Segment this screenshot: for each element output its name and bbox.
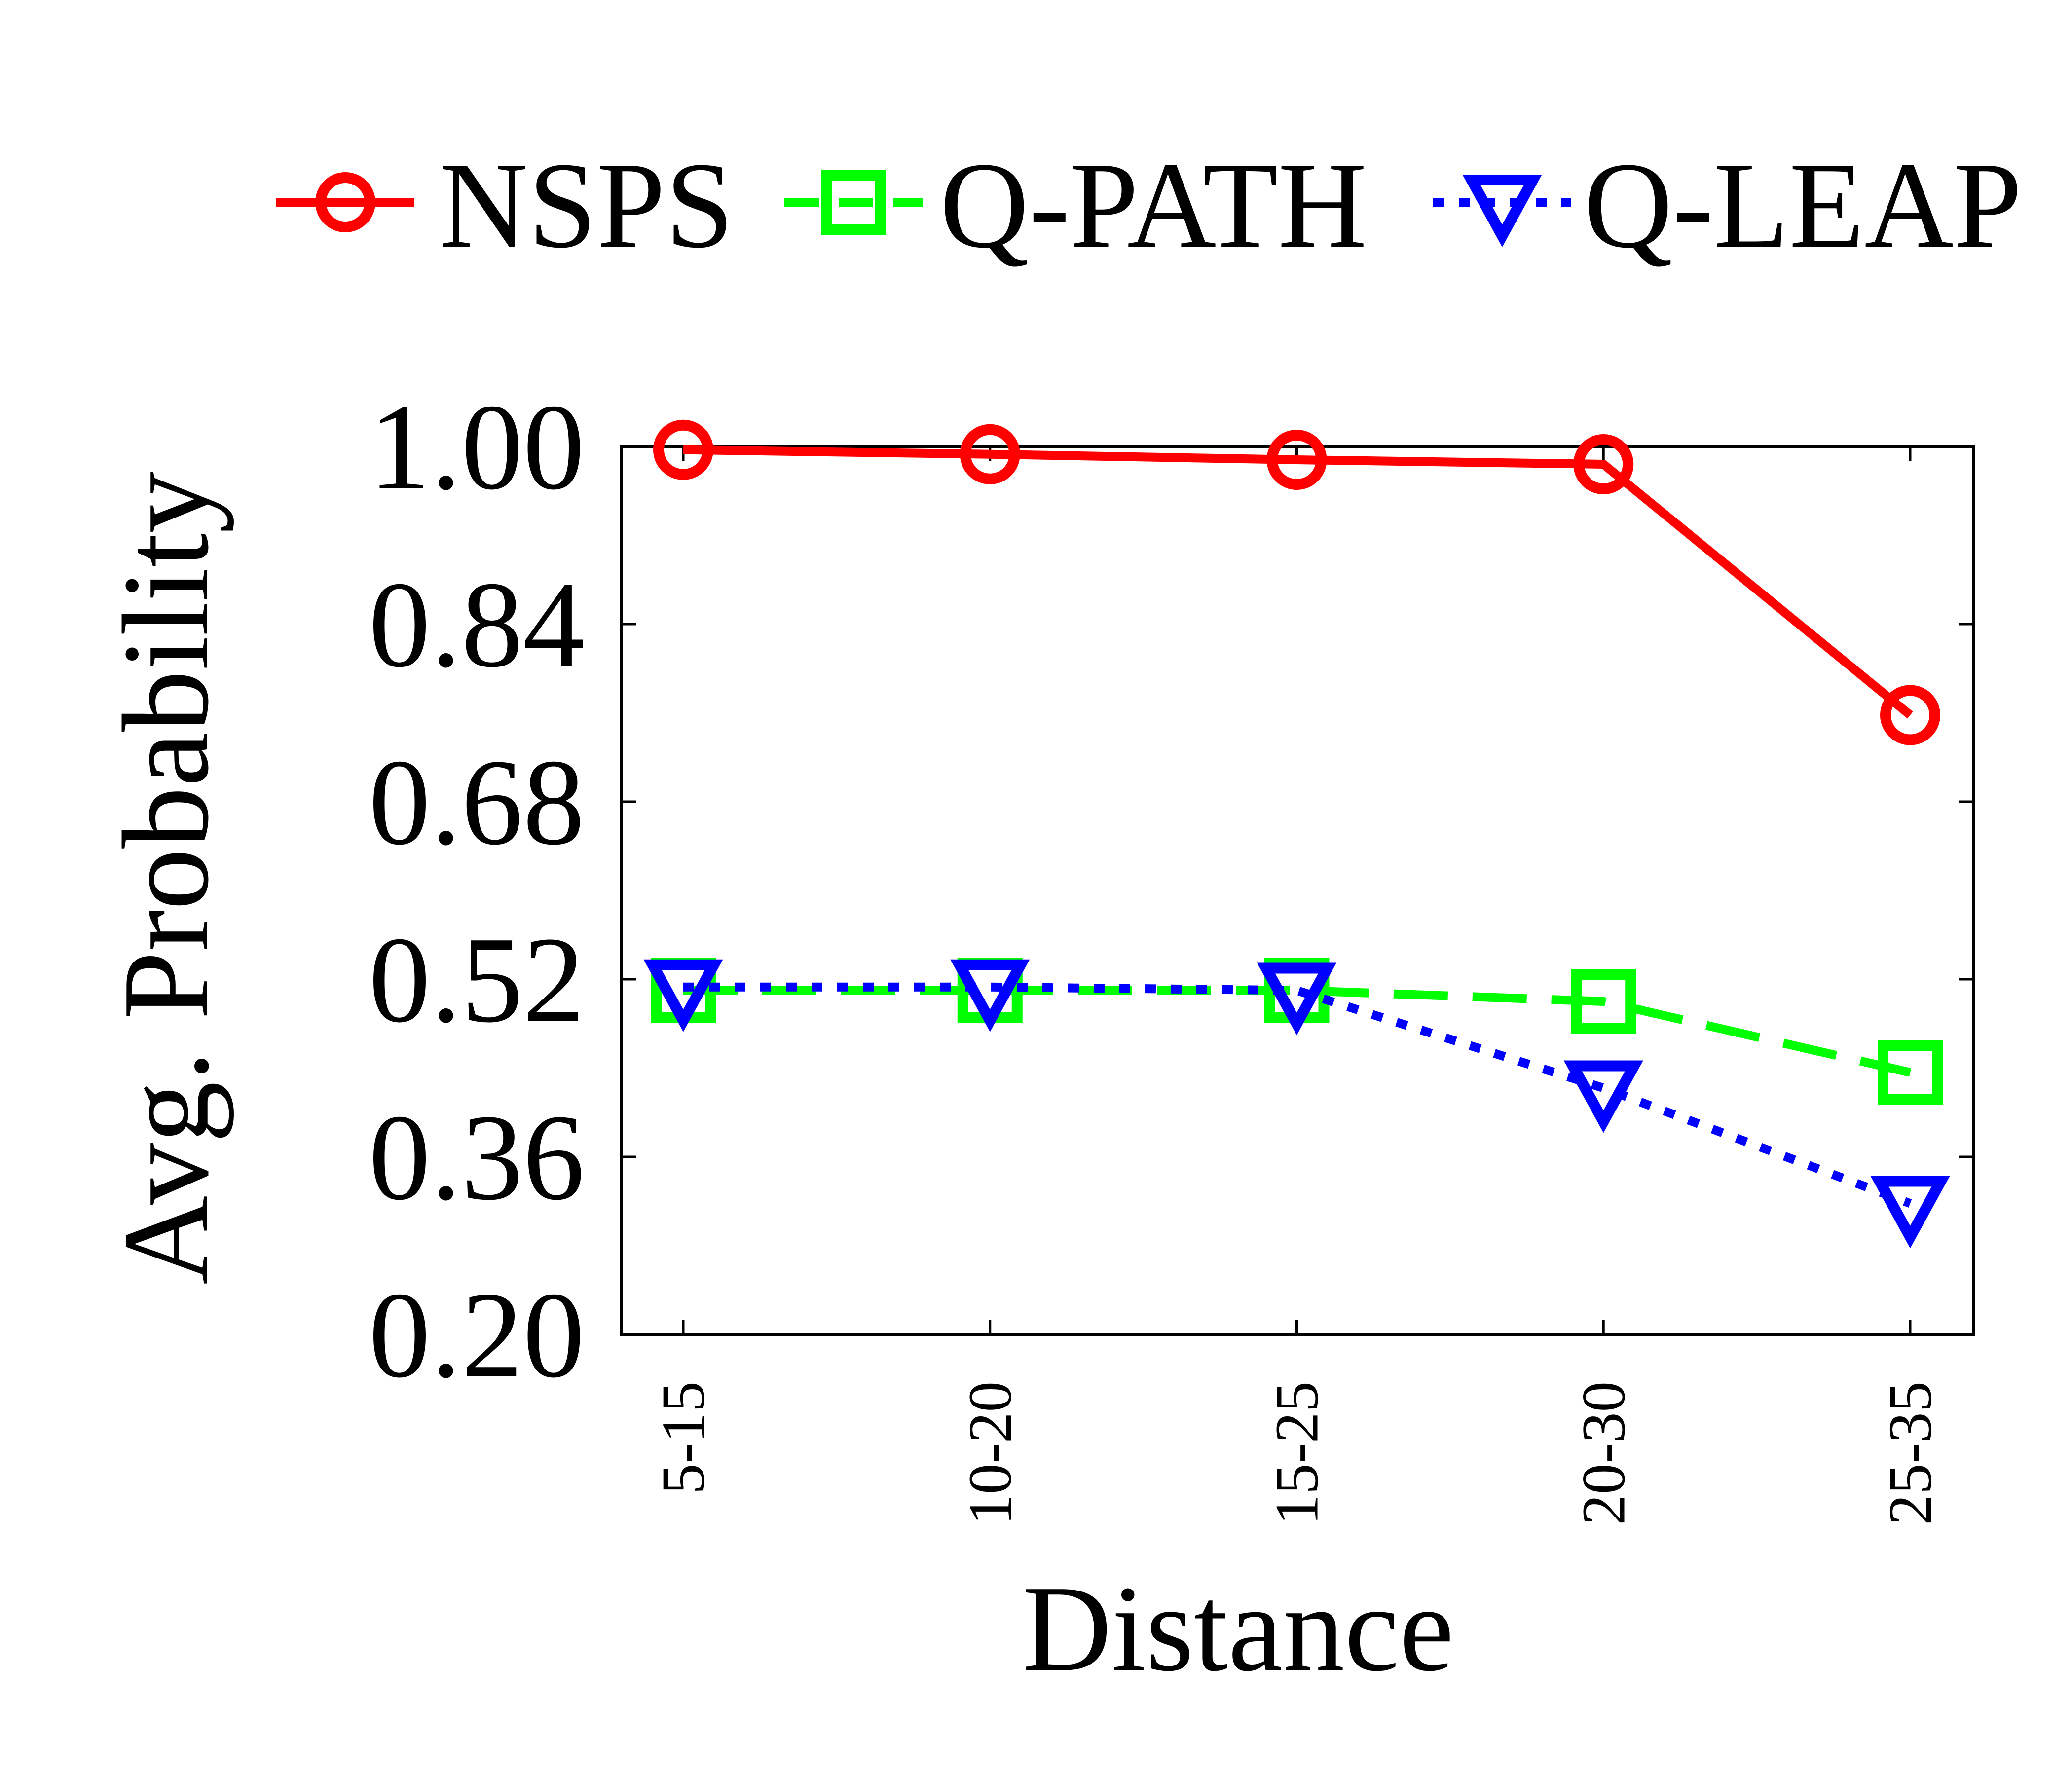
x-tick-label: 25-35: [1877, 1381, 1945, 1525]
series-q-leap: [643, 959, 1950, 1249]
y-tick-label: 0.20: [369, 1267, 585, 1404]
data-point-circle: [1266, 430, 1327, 490]
legend-marker-triangle-down: [1462, 175, 1542, 247]
legend-label: Q-LEAP: [1584, 137, 2022, 274]
x-tick-label: 5-15: [650, 1381, 718, 1494]
legend-item-q-leap: Q-LEAP: [1433, 137, 2022, 274]
legend-marker-square: [821, 170, 886, 235]
legend: NSPS Q-PATH Q-LEAP: [276, 137, 2022, 274]
data-point-triangle-down: [1257, 962, 1337, 1036]
data-point-circle: [653, 419, 713, 480]
y-tick-label: 0.68: [369, 734, 585, 871]
legend-label: Q-PATH: [940, 137, 1367, 274]
plot-frame: [620, 445, 1975, 1336]
x-tick-label: 15-25: [1263, 1381, 1332, 1525]
series-layer: [643, 419, 1950, 1249]
legend-marker-circle: [315, 172, 375, 232]
y-tick-label: 0.36: [369, 1089, 585, 1226]
x-axis-title: Distance: [1023, 1560, 1454, 1697]
y-tick-label: 0.84: [369, 556, 585, 693]
data-point-triangle-down: [1870, 1176, 1950, 1249]
x-tick-label: 20-30: [1570, 1381, 1638, 1525]
plot-area: 0.20 0.36 0.52 0.68 0.84 1.00 5-15 10-20 15-25 2…: [369, 379, 1975, 1525]
y-tick-label: 1.00: [369, 379, 585, 516]
legend-item-q-path: Q-PATH: [784, 137, 1367, 274]
data-point-triangle-down: [950, 959, 1030, 1032]
data-point-circle: [1573, 434, 1634, 494]
data-point-triangle-down: [1563, 1060, 1643, 1133]
legend-item-nsps: NSPS: [276, 137, 734, 274]
data-point-circle: [1880, 685, 1940, 745]
x-axis: 5-15 10-20 15-25 20-30 25-35: [650, 446, 1945, 1525]
data-point-square: [1571, 969, 1636, 1034]
legend-label: NSPS: [439, 137, 734, 274]
series-nsps: [653, 419, 1940, 745]
series-line: [683, 445, 1913, 719]
data-point-square: [1878, 1040, 1943, 1105]
series-line: [683, 986, 1912, 1077]
data-point-triangle-down: [643, 959, 723, 1032]
x-tick-label: 10-20: [957, 1381, 1025, 1525]
y-tick-label: 0.52: [369, 912, 585, 1048]
y-axis: 0.20 0.36 0.52 0.68 0.84 1.00: [369, 379, 1973, 1404]
y-axis-title: Avg. Probability: [98, 472, 234, 1285]
data-point-circle: [960, 424, 1020, 484]
